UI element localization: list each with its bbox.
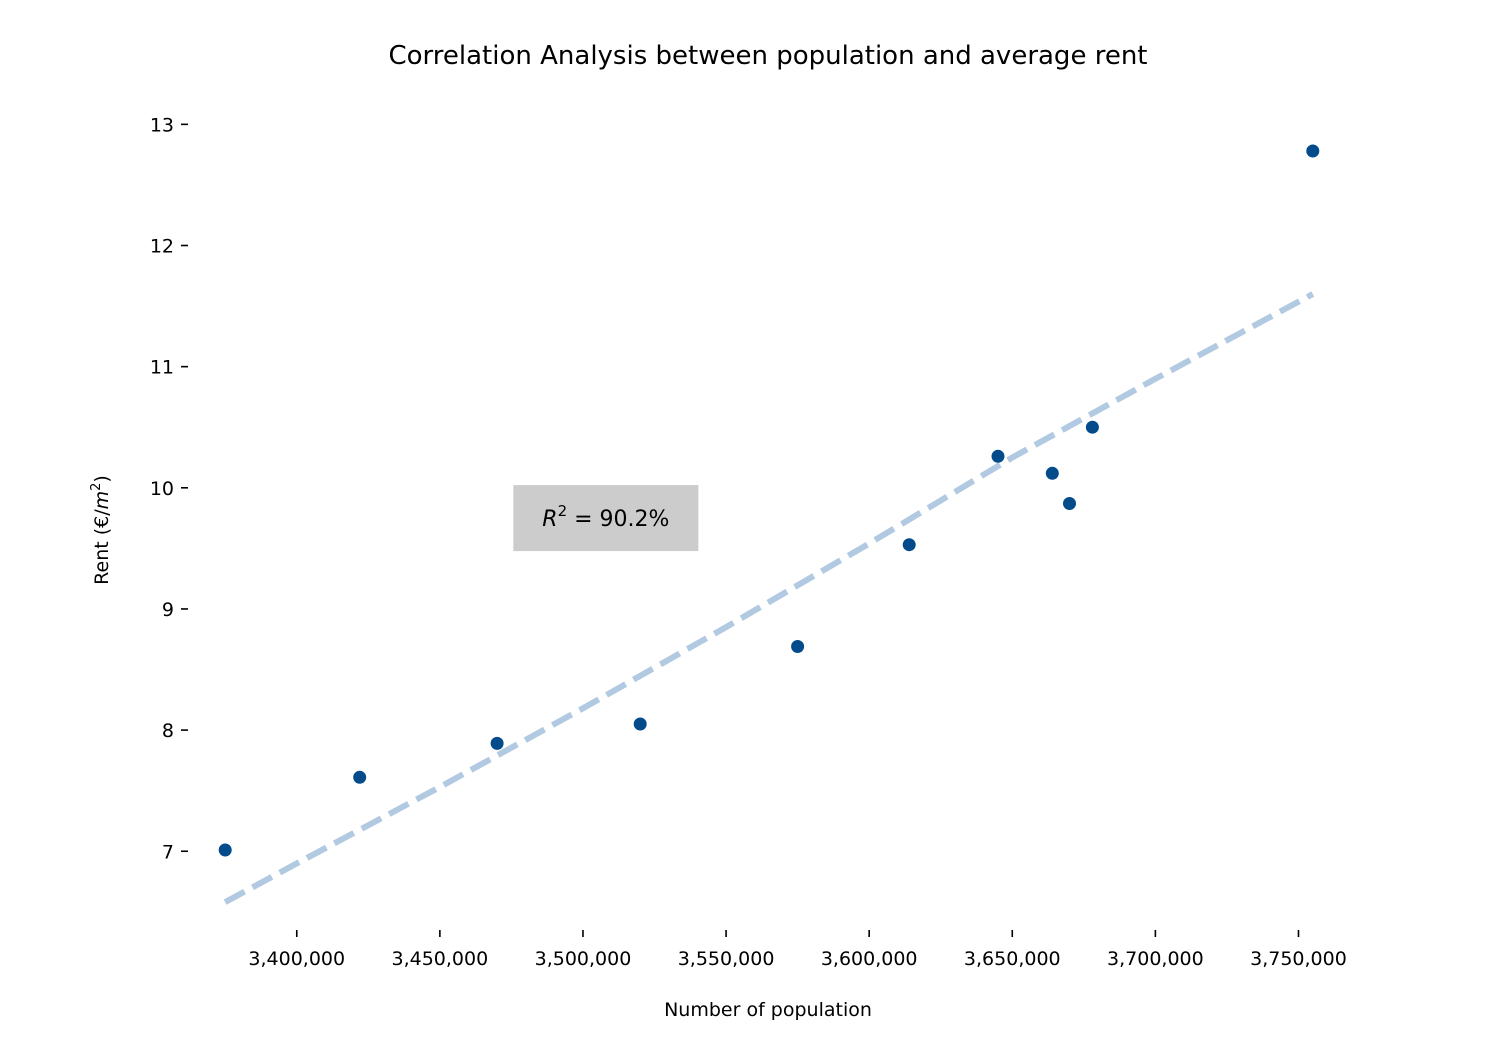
x-tick-label: 3,650,000 [964, 948, 1061, 970]
scatter-point [791, 640, 805, 653]
y-tick-label: 12 [150, 235, 174, 257]
x-axis-label: Number of population [664, 999, 872, 1021]
trendline-layer [223, 291, 1315, 905]
y-axis: 7 8 9 10 11 12 13 [150, 114, 188, 863]
r-squared-annotation: R2 = 90.2% [513, 485, 699, 552]
x-axis: 3,400,000 3,450,000 3,500,000 3,550,000 3,60… [248, 930, 1347, 970]
x-tick-label: 3,750,000 [1250, 948, 1347, 970]
y-tick-label: 11 [150, 357, 174, 379]
y-axis-label-sup: 2 [89, 483, 104, 491]
scatter-point [1063, 497, 1076, 510]
scatter-point [1045, 466, 1059, 480]
x-tick-label: 3,550,000 [678, 948, 775, 970]
annotation-text: R2 = 90.2% [542, 502, 669, 532]
annotation-r-exponent: 2 [558, 502, 568, 520]
y-tick-label: 9 [162, 599, 174, 621]
x-tick-label: 3,600,000 [821, 948, 918, 970]
trendline [223, 291, 1315, 905]
scatter-point [633, 717, 647, 731]
y-axis-label: Rent (€/m2) [89, 475, 113, 585]
annotation-value: = 90.2% [567, 507, 669, 532]
x-tick-label: 3,500,000 [535, 948, 632, 970]
y-axis-label-main: Rent (€/ [91, 509, 113, 585]
x-tick-label: 3,400,000 [248, 948, 345, 970]
annotation-r-symbol: R [542, 507, 557, 532]
scatter-point [353, 770, 367, 784]
y-axis-label-var: m [91, 491, 113, 510]
y-tick-label: 10 [150, 478, 174, 500]
annotation-box [513, 485, 699, 552]
x-tick-label: 3,450,000 [392, 948, 489, 970]
scatter-point [991, 449, 1005, 463]
scatter-point [490, 736, 504, 750]
chart-title: Correlation Analysis between population … [388, 41, 1147, 71]
scatter-point [1085, 420, 1099, 434]
scatter-point [1306, 144, 1320, 158]
y-axis-label-close: ) [91, 475, 113, 482]
y-tick-label: 8 [162, 720, 174, 742]
y-tick-label: 13 [150, 114, 174, 136]
scatter-point [902, 538, 916, 552]
x-tick-label: 3,700,000 [1107, 948, 1204, 970]
points-layer [218, 144, 1320, 857]
scatter-point [218, 843, 232, 857]
y-tick-label: 7 [162, 841, 174, 863]
